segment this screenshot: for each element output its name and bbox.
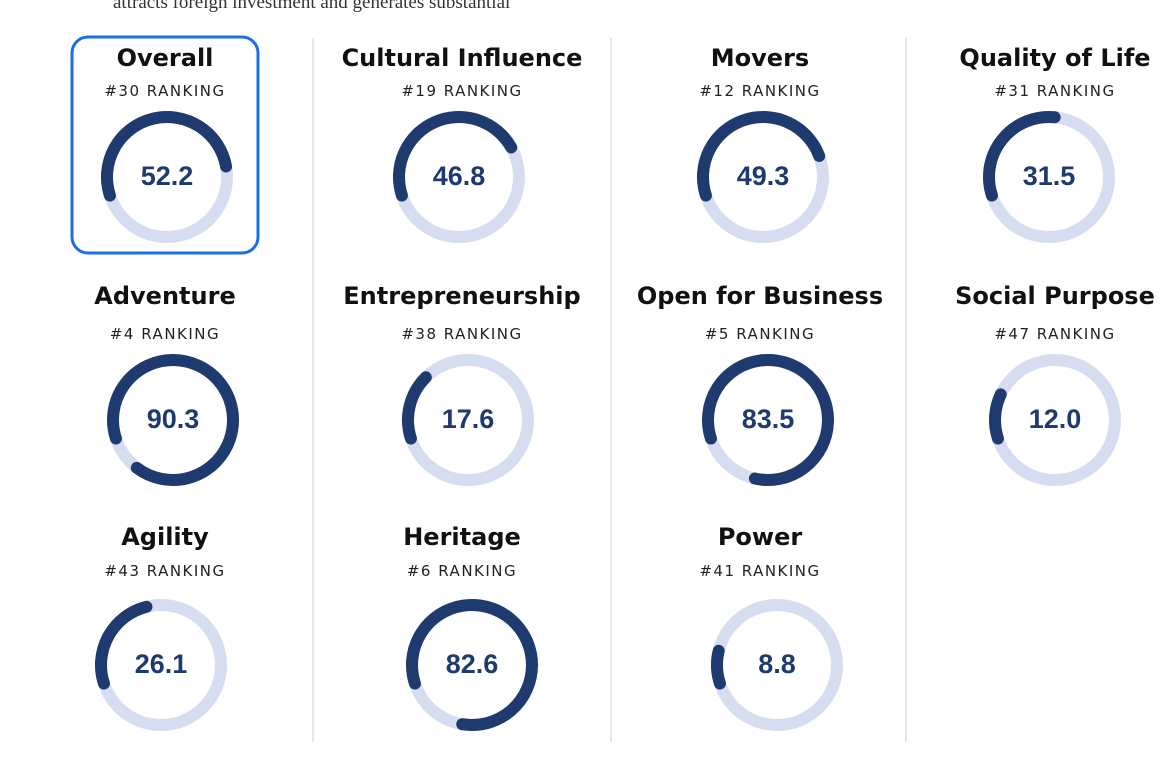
card-title: Agility — [121, 523, 209, 551]
ranking: #6 RANKING — [407, 562, 517, 580]
ranking: #30 RANKING — [104, 82, 225, 100]
score: 46.8 — [433, 161, 486, 191]
ranking: #19 RANKING — [401, 82, 522, 100]
gauge-arc — [983, 111, 1061, 202]
score: 31.5 — [1023, 161, 1076, 191]
score: 49.3 — [737, 161, 790, 191]
ranking: #43 RANKING — [104, 562, 225, 580]
ranking: #4 RANKING — [110, 325, 220, 343]
card-title: Heritage — [403, 523, 521, 551]
gauge-arc — [402, 371, 432, 445]
card-title: Entrepreneurship — [343, 282, 580, 310]
gauge-arc — [702, 354, 834, 486]
ranking: #31 RANKING — [994, 82, 1115, 100]
card-title: Power — [718, 523, 803, 551]
score: 90.3 — [147, 404, 200, 434]
score: 12.0 — [1029, 404, 1082, 434]
gauge-arc — [711, 644, 726, 690]
card-title: Social Purpose — [955, 282, 1155, 310]
score: 83.5 — [742, 404, 795, 434]
card-title: Quality of Life — [959, 44, 1150, 72]
score: 52.2 — [141, 161, 194, 191]
gauge-arc — [406, 599, 538, 731]
selected-card-outline — [70, 35, 260, 255]
ranking: #5 RANKING — [705, 325, 815, 343]
ranking: #38 RANKING — [401, 325, 522, 343]
score: 17.6 — [442, 404, 495, 434]
card-title: Movers — [711, 44, 809, 72]
ranking: #47 RANKING — [994, 325, 1115, 343]
gauge-arc — [989, 388, 1007, 445]
gauge-arc — [95, 600, 153, 690]
card-title: Overall — [117, 44, 214, 72]
gauge-arc — [393, 111, 518, 202]
card-title: Cultural Influence — [342, 44, 583, 72]
gauge-arc — [101, 111, 233, 202]
ranking: #41 RANKING — [699, 562, 820, 580]
gauge-arc — [107, 354, 239, 486]
intro-text: attracts foreign investment and generate… — [113, 0, 510, 13]
score: 82.6 — [446, 649, 499, 679]
card-title: Adventure — [94, 282, 235, 310]
score: 8.8 — [758, 649, 796, 679]
card-title: Open for Business — [637, 282, 883, 310]
ranking: #12 RANKING — [699, 82, 820, 100]
score: 26.1 — [135, 649, 188, 679]
gauge-arc — [697, 111, 826, 202]
